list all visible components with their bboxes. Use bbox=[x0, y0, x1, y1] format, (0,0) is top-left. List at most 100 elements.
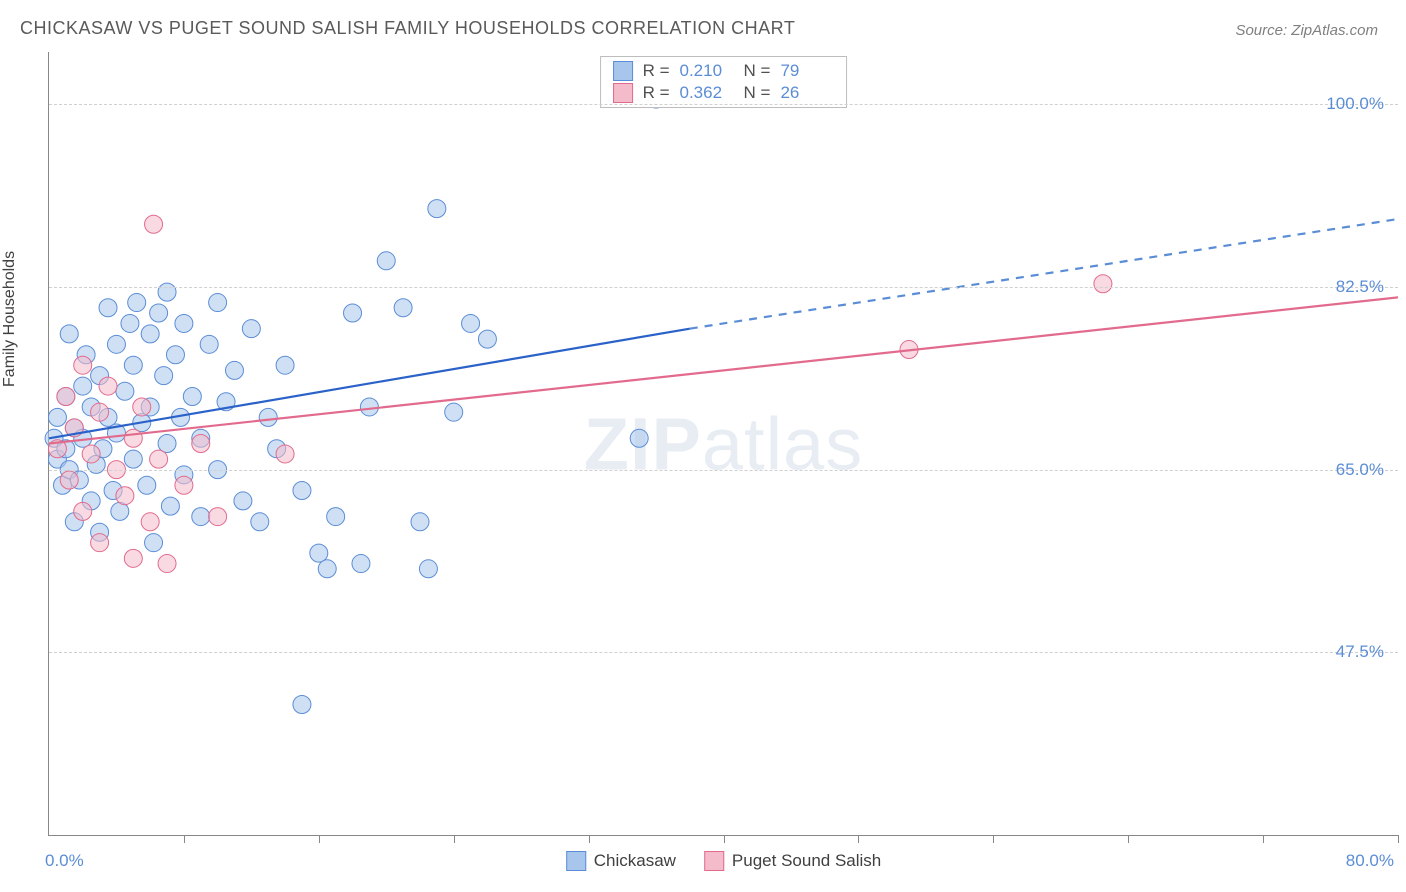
plot-area: ZIPatlas R =0.210N =79R =0.362N =26 0.0%… bbox=[48, 52, 1398, 836]
gridline bbox=[49, 470, 1398, 471]
legend-item: Chickasaw bbox=[566, 851, 676, 871]
x-tick-mark bbox=[724, 835, 725, 843]
scatter-point bbox=[124, 549, 142, 567]
stat-r-value: 0.362 bbox=[680, 83, 734, 103]
scatter-point bbox=[352, 555, 370, 573]
scatter-point bbox=[327, 508, 345, 526]
x-tick-mark bbox=[589, 835, 590, 843]
scatter-point bbox=[145, 215, 163, 233]
scatter-point bbox=[1094, 275, 1112, 293]
scatter-point bbox=[141, 513, 159, 531]
stat-r-value: 0.210 bbox=[680, 61, 734, 81]
scatter-point bbox=[225, 361, 243, 379]
scatter-point bbox=[99, 299, 117, 317]
scatter-point bbox=[360, 398, 378, 416]
scatter-point bbox=[411, 513, 429, 531]
x-tick-mark bbox=[993, 835, 994, 843]
scatter-point bbox=[141, 325, 159, 343]
scatter-point bbox=[445, 403, 463, 421]
legend-label: Chickasaw bbox=[594, 851, 676, 871]
scatter-point bbox=[394, 299, 412, 317]
scatter-point bbox=[91, 403, 109, 421]
stat-label: N = bbox=[744, 83, 771, 103]
scatter-point bbox=[116, 487, 134, 505]
scatter-point bbox=[128, 294, 146, 312]
scatter-point bbox=[183, 388, 201, 406]
scatter-point bbox=[276, 356, 294, 374]
scatter-point bbox=[124, 356, 142, 374]
scatter-point bbox=[107, 335, 125, 353]
y-tick-label: 65.0% bbox=[1336, 460, 1384, 480]
x-tick-mark bbox=[319, 835, 320, 843]
x-tick-mark bbox=[858, 835, 859, 843]
scatter-point bbox=[121, 314, 139, 332]
scatter-point bbox=[116, 382, 134, 400]
scatter-point bbox=[158, 555, 176, 573]
scatter-point bbox=[209, 294, 227, 312]
legend-swatch bbox=[613, 83, 633, 103]
scatter-point bbox=[276, 445, 294, 463]
scatter-point bbox=[48, 408, 66, 426]
scatter-point bbox=[82, 445, 100, 463]
scatter-point bbox=[318, 560, 336, 578]
scatter-point bbox=[293, 696, 311, 714]
scatter-point bbox=[242, 320, 260, 338]
scatter-point bbox=[630, 429, 648, 447]
stats-legend-row: R =0.362N =26 bbox=[613, 82, 835, 104]
scatter-point bbox=[161, 497, 179, 515]
scatter-point bbox=[74, 502, 92, 520]
gridline bbox=[49, 287, 1398, 288]
scatter-point bbox=[259, 408, 277, 426]
scatter-point bbox=[74, 356, 92, 374]
scatter-point bbox=[192, 435, 210, 453]
chart-container: CHICKASAW VS PUGET SOUND SALISH FAMILY H… bbox=[0, 0, 1406, 892]
x-tick-mark bbox=[454, 835, 455, 843]
scatter-point bbox=[91, 534, 109, 552]
legend-swatch bbox=[704, 851, 724, 871]
scatter-point bbox=[293, 481, 311, 499]
x-tick-mark bbox=[1263, 835, 1264, 843]
stat-n-value: 79 bbox=[780, 61, 834, 81]
legend-swatch bbox=[566, 851, 586, 871]
scatter-point bbox=[234, 492, 252, 510]
scatter-point bbox=[192, 508, 210, 526]
scatter-point bbox=[158, 283, 176, 301]
scatter-plot bbox=[49, 52, 1398, 835]
x-axis-min-label: 0.0% bbox=[45, 851, 84, 871]
chart-title: CHICKASAW VS PUGET SOUND SALISH FAMILY H… bbox=[20, 18, 795, 39]
scatter-point bbox=[124, 450, 142, 468]
scatter-point bbox=[462, 314, 480, 332]
scatter-point bbox=[166, 346, 184, 364]
scatter-point bbox=[57, 388, 75, 406]
y-tick-label: 100.0% bbox=[1326, 94, 1384, 114]
stat-n-value: 26 bbox=[780, 83, 834, 103]
scatter-point bbox=[251, 513, 269, 531]
source-attribution: Source: ZipAtlas.com bbox=[1235, 22, 1378, 39]
y-axis-label: Family Households bbox=[1, 251, 19, 387]
gridline bbox=[49, 652, 1398, 653]
scatter-point bbox=[60, 325, 78, 343]
scatter-point bbox=[138, 476, 156, 494]
scatter-point bbox=[175, 476, 193, 494]
stats-legend: R =0.210N =79R =0.362N =26 bbox=[600, 56, 848, 108]
scatter-point bbox=[175, 314, 193, 332]
scatter-point bbox=[60, 471, 78, 489]
legend-label: Puget Sound Salish bbox=[732, 851, 881, 871]
stat-label: N = bbox=[744, 61, 771, 81]
scatter-point bbox=[99, 377, 117, 395]
x-tick-mark bbox=[184, 835, 185, 843]
scatter-point bbox=[158, 435, 176, 453]
scatter-point bbox=[377, 252, 395, 270]
scatter-point bbox=[478, 330, 496, 348]
stat-label: R = bbox=[643, 61, 670, 81]
scatter-point bbox=[310, 544, 328, 562]
legend-item: Puget Sound Salish bbox=[704, 851, 881, 871]
legend-swatch bbox=[613, 61, 633, 81]
x-tick-mark bbox=[1128, 835, 1129, 843]
scatter-point bbox=[209, 508, 227, 526]
scatter-point bbox=[428, 200, 446, 218]
scatter-point bbox=[150, 450, 168, 468]
scatter-point bbox=[155, 367, 173, 385]
scatter-point bbox=[419, 560, 437, 578]
trend-line-dashed bbox=[690, 219, 1398, 329]
